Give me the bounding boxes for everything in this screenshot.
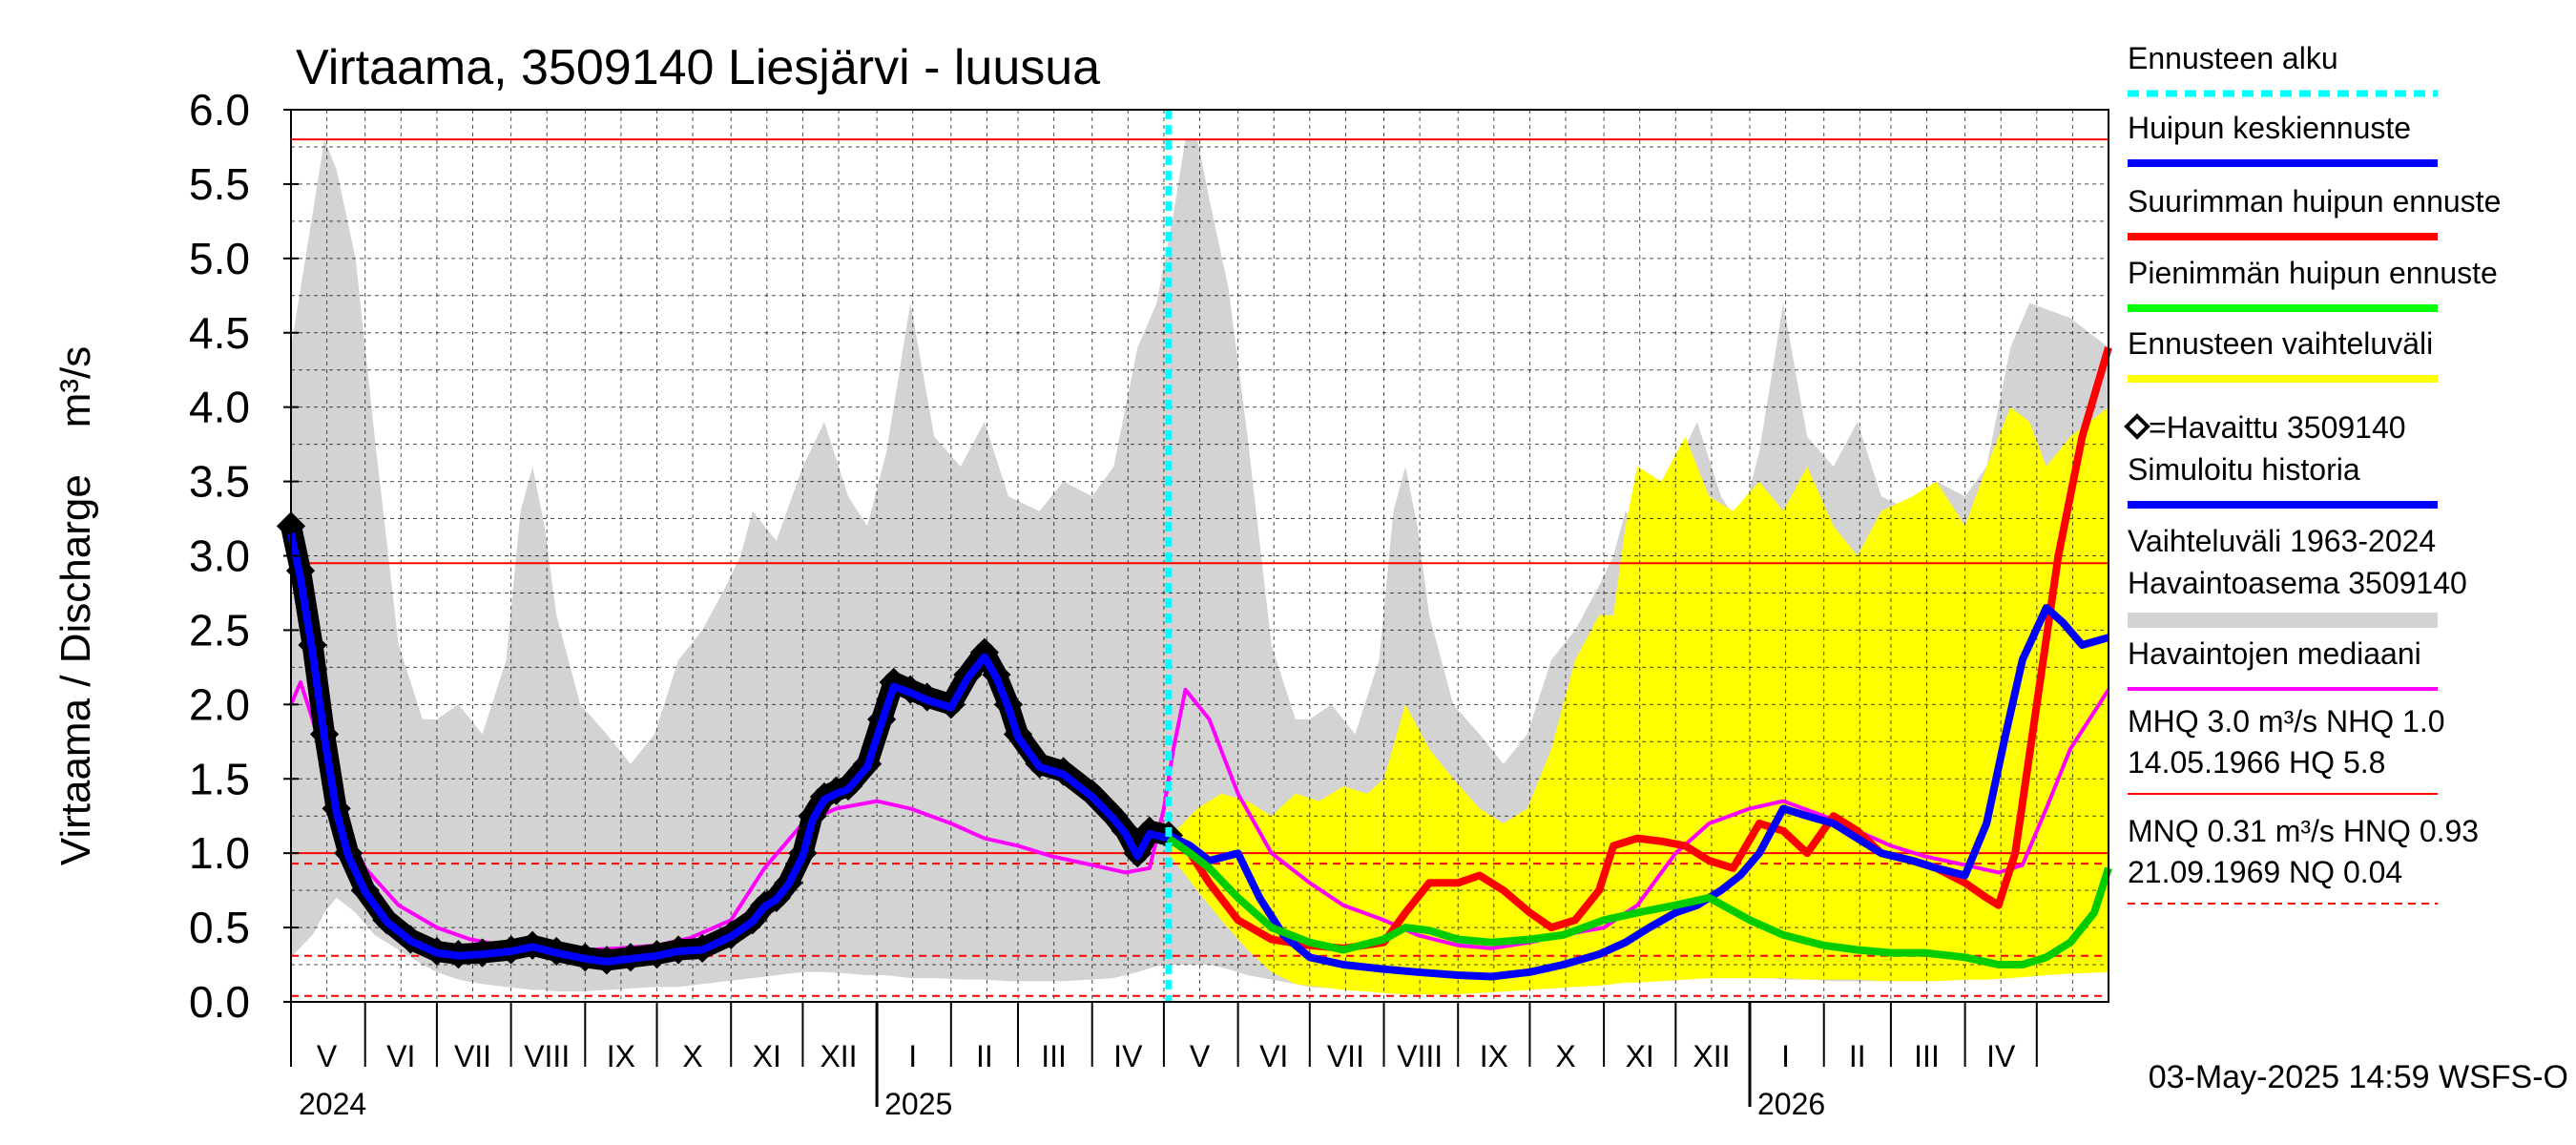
y-tick-label: 4.5: [189, 308, 250, 358]
y-tick-label: 5.5: [189, 159, 250, 209]
x-month-label: I: [908, 1039, 917, 1073]
x-month-label: VII: [454, 1039, 491, 1073]
x-month-label: V: [1190, 1039, 1211, 1073]
x-month-label: IX: [1480, 1039, 1508, 1073]
x-month-label: III: [1041, 1039, 1067, 1073]
x-month-label: XI: [1626, 1039, 1654, 1073]
x-month-label: III: [1914, 1039, 1940, 1073]
x-month-label: VI: [1259, 1039, 1288, 1073]
x-month-label: VII: [1327, 1039, 1364, 1073]
legend-label: Suurimman huipun ennuste: [2128, 184, 2501, 219]
legend-label: 14.05.1966 HQ 5.8: [2128, 745, 2385, 780]
series-simuloitu-historia: [287, 532, 1170, 966]
y-tick-label: 4.0: [189, 383, 250, 432]
y-tick-label: 1.5: [189, 754, 250, 803]
legend-marker: [2124, 413, 2150, 440]
y-tick-label: 2.5: [189, 605, 250, 655]
y-tick-label: 2.0: [189, 679, 250, 729]
x-month-label: II: [1849, 1039, 1866, 1073]
timestamp-footer: 03-May-2025 14:59 WSFS-O: [2149, 1059, 2568, 1095]
legend-label: Pienimmän huipun ennuste: [2128, 256, 2498, 290]
x-month-label: V: [317, 1039, 338, 1073]
x-year-label: 2026: [1757, 1087, 1825, 1121]
x-month-label: IV: [1986, 1039, 2016, 1073]
y-tick-label: 6.0: [189, 85, 250, 135]
x-month-label: X: [1555, 1039, 1575, 1073]
legend-label: Ennusteen alku: [2128, 41, 2338, 75]
x-month-label: VI: [386, 1039, 415, 1073]
legend-label: Vaihteluväli 1963-2024: [2128, 524, 2436, 558]
y-tick-label: 0.0: [189, 977, 250, 1027]
x-month-label: VIII: [1397, 1039, 1443, 1073]
legend-label: Havaintoasema 3509140: [2128, 566, 2467, 600]
legend-label: Simuloitu historia: [2128, 452, 2360, 487]
x-month-label: II: [976, 1039, 993, 1073]
x-month-label: XI: [753, 1039, 781, 1073]
legend-label: Havaintojen mediaani: [2128, 636, 2421, 671]
legend-label: 21.09.1969 NQ 0.04: [2128, 855, 2402, 889]
legend-label: MHQ 3.0 m³/s NHQ 1.0: [2128, 704, 2445, 739]
x-month-label: X: [682, 1039, 702, 1073]
chart-title: Virtaama, 3509140 Liesjärvi - luusua: [296, 40, 1100, 95]
y-axis-label: Virtaama / Discharge m³/s: [52, 346, 99, 865]
x-month-label: IV: [1113, 1039, 1143, 1073]
y-tick-label: 5.0: [189, 234, 250, 283]
y-tick-label: 1.0: [189, 828, 250, 878]
y-tick-label: 0.5: [189, 903, 250, 952]
legend: Ennusteen alku Huipun keskiennuste Suurimm…: [2124, 41, 2501, 905]
series-pienimm-n-huipun-ennuste: [1166, 835, 2112, 968]
x-month-label: XII: [1693, 1039, 1730, 1073]
series-huipun-keskiennuste: [1167, 604, 2110, 981]
x-month-label: IX: [607, 1039, 635, 1073]
x-month-label: XII: [820, 1039, 857, 1073]
y-tick-label: 3.5: [189, 457, 250, 507]
legend-label: Ennusteen vaihteluväli: [2128, 326, 2433, 361]
legend-label: MNQ 0.31 m³/s HNQ 0.93: [2128, 814, 2479, 848]
legend-label: Huipun keskiennuste: [2128, 111, 2411, 145]
x-month-label: I: [1781, 1039, 1790, 1073]
y-tick-label: 3.0: [189, 531, 250, 581]
x-year-label: 2024: [299, 1087, 366, 1121]
x-year-label: 2025: [884, 1087, 952, 1121]
plot-area: 0.0 0.5 1.0 1.5 2.0 2.5 3.0 3.5 4.0 4.5 5.0 5.5 6.0 V…: [189, 85, 2112, 1121]
x-month-label: VIII: [524, 1039, 570, 1073]
legend-label: =Havaittu 3509140: [2149, 410, 2406, 445]
